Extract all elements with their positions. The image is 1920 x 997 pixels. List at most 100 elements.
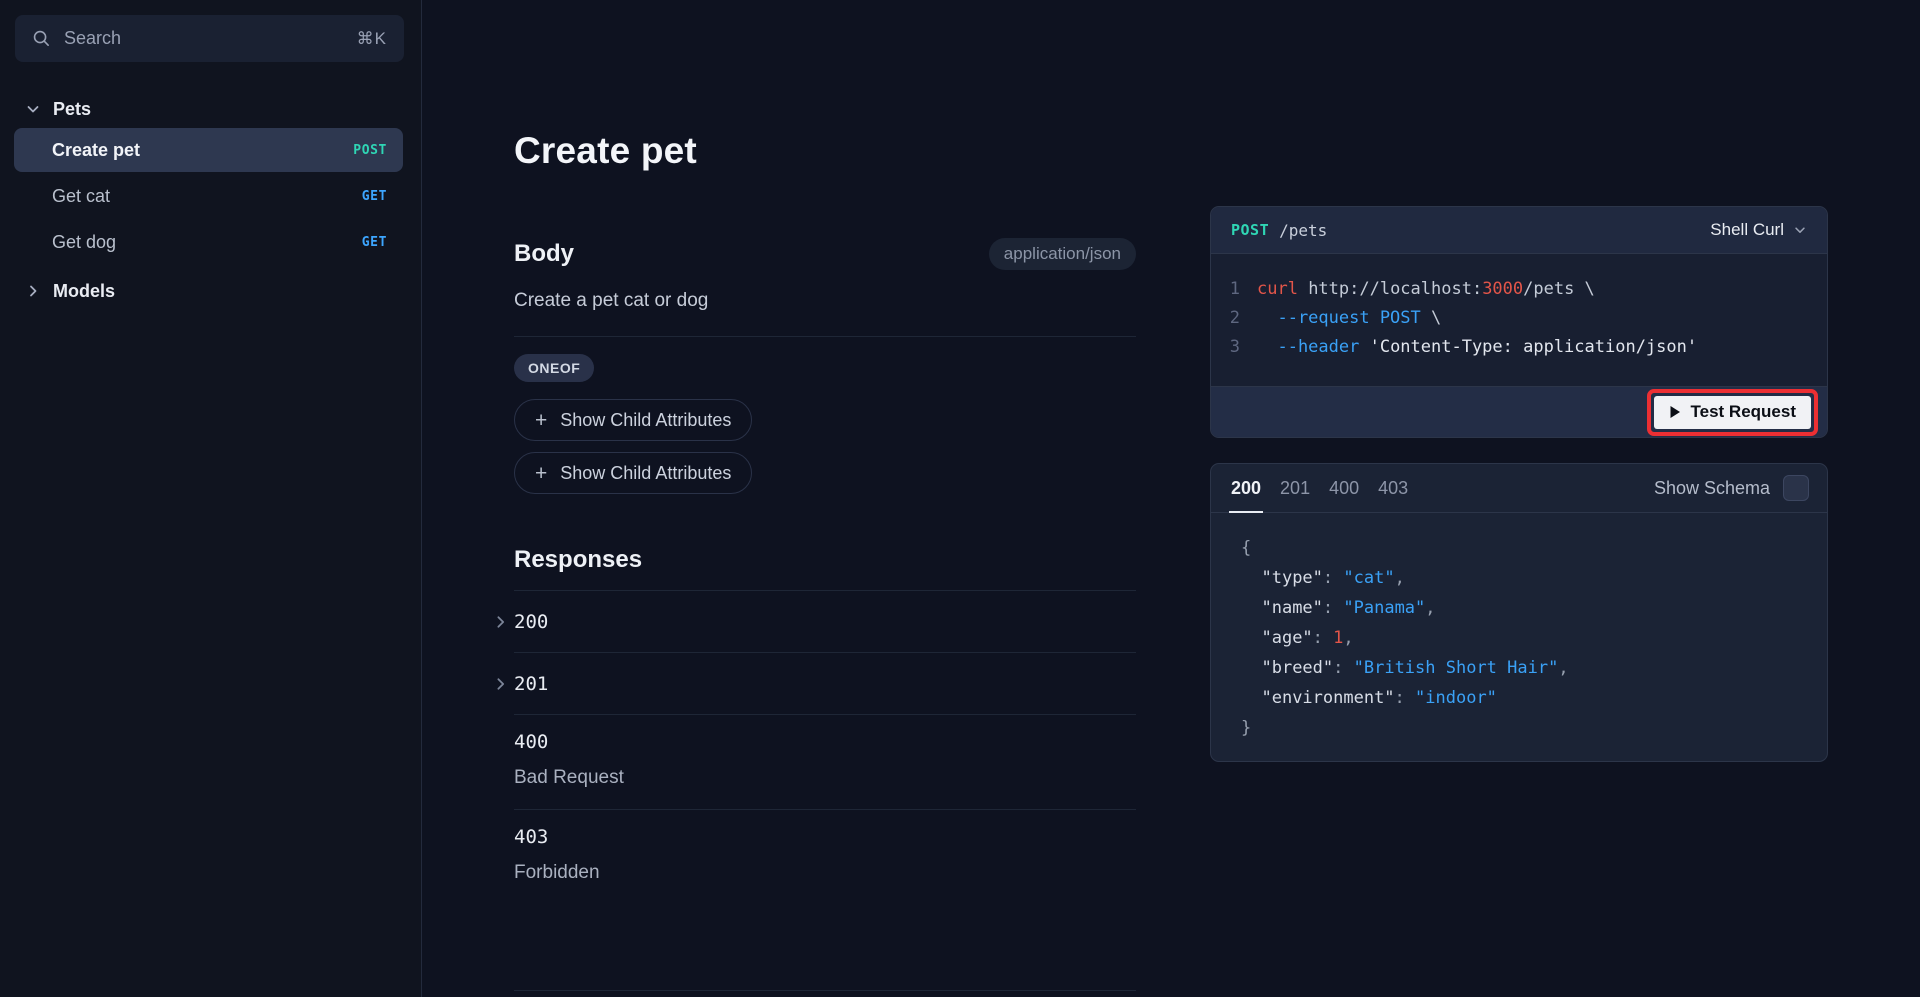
response-tab-200[interactable]: 200 bbox=[1229, 464, 1264, 513]
line-number: 2 bbox=[1229, 308, 1240, 328]
request-path: /pets bbox=[1279, 220, 1328, 240]
sidebar-item-label: Get dog bbox=[52, 231, 117, 252]
json-line: "name": "Panama", bbox=[1241, 593, 1827, 623]
json-token: : bbox=[1322, 568, 1344, 588]
json-line: "age": 1, bbox=[1241, 623, 1827, 653]
json-token bbox=[1241, 568, 1261, 588]
sidebar-item-create-pet[interactable]: Create pet POST bbox=[14, 128, 403, 172]
plus-icon: + bbox=[535, 461, 548, 485]
json-line: "environment": "indoor" bbox=[1241, 683, 1827, 713]
oneof-badge: ONEOF bbox=[514, 354, 595, 382]
json-token: : bbox=[1312, 628, 1334, 648]
response-tab-403[interactable]: 403 bbox=[1378, 477, 1409, 498]
code-token: --request POST bbox=[1257, 308, 1421, 328]
response-example-card: 200 201 400 403 Show Schema { "type": "cat",… bbox=[1210, 463, 1828, 762]
section-divider bbox=[514, 990, 1136, 991]
sidebar-group-pets[interactable]: Pets bbox=[14, 92, 403, 126]
request-method: POST bbox=[1231, 221, 1270, 239]
response-json: { "type": "cat", "name": "Panama", "age"… bbox=[1211, 513, 1827, 761]
response-block-400: 400 Bad Request bbox=[514, 715, 1136, 810]
code-token: \ bbox=[1420, 308, 1442, 328]
show-child-attributes-button[interactable]: + Show Child Attributes bbox=[514, 399, 753, 441]
responses-heading: Responses bbox=[514, 546, 643, 573]
request-card-footer: Test Request bbox=[1211, 386, 1827, 437]
sidebar-group-models[interactable]: Models bbox=[14, 274, 403, 308]
json-token: "breed" bbox=[1261, 658, 1334, 678]
code-lines: 1 curl http://localhost: 3000/pets \ 2 --re… bbox=[1211, 254, 1827, 386]
line-number: 3 bbox=[1229, 337, 1240, 357]
json-token bbox=[1241, 628, 1261, 648]
json-line: { bbox=[1241, 533, 1827, 563]
json-token bbox=[1241, 598, 1261, 618]
sidebar-nav: Pets Create pet POST Get cat GET Get dog GET Mo… bbox=[0, 92, 421, 308]
code-line: 2 --request POST \ bbox=[1211, 304, 1827, 333]
response-code: 200 bbox=[514, 610, 549, 633]
search-shortcut: ⌘K bbox=[356, 28, 387, 48]
play-icon bbox=[1669, 405, 1681, 419]
focus-highlight: Test Request bbox=[1646, 388, 1818, 436]
response-code: 400 bbox=[514, 731, 549, 753]
json-token: } bbox=[1241, 718, 1252, 738]
request-card-header: POST /pets Shell Curl bbox=[1211, 207, 1827, 254]
json-token: 1 bbox=[1333, 628, 1344, 648]
json-token: "Panama" bbox=[1343, 598, 1426, 618]
code-token: 'Content-Type: application/json' bbox=[1359, 337, 1698, 357]
json-token: "environment" bbox=[1261, 688, 1395, 708]
sidebar-group-label: Pets bbox=[53, 98, 92, 119]
json-token: , bbox=[1343, 628, 1354, 648]
response-description: Forbidden bbox=[514, 862, 600, 883]
chevron-down-icon bbox=[25, 101, 41, 117]
sidebar-item-label: Create pet bbox=[52, 139, 141, 160]
code-token: http://localhost: bbox=[1297, 279, 1483, 299]
body-description: Create a pet cat or dog bbox=[514, 290, 709, 311]
json-line: } bbox=[1241, 713, 1827, 743]
json-token: : bbox=[1333, 658, 1354, 678]
page-title: Create pet bbox=[514, 130, 697, 171]
response-row-200[interactable]: 200 bbox=[497, 591, 1136, 653]
response-block-403: 403 Forbidden bbox=[514, 810, 1136, 904]
response-tab-400[interactable]: 400 bbox=[1329, 477, 1360, 498]
body-heading: Body bbox=[514, 240, 574, 267]
response-list: 200 201 400 Bad Request 403 Forbidden bbox=[497, 590, 1136, 904]
code-token: 3000 bbox=[1482, 279, 1524, 299]
search-input[interactable]: Search ⌘K bbox=[15, 15, 404, 62]
json-token: "name" bbox=[1261, 598, 1323, 618]
json-token: "indoor" bbox=[1415, 688, 1497, 708]
json-token: "age" bbox=[1261, 628, 1313, 648]
show-schema-checkbox[interactable] bbox=[1783, 475, 1809, 501]
json-token: : bbox=[1322, 598, 1344, 618]
line-number: 1 bbox=[1229, 279, 1240, 299]
json-token bbox=[1241, 658, 1261, 678]
content-type-badge: application/json bbox=[988, 238, 1136, 270]
sidebar-item-label: Get cat bbox=[52, 185, 111, 206]
test-request-button[interactable]: Test Request bbox=[1653, 395, 1811, 429]
sidebar-group-label: Models bbox=[53, 280, 116, 301]
sidebar: Search ⌘K Pets Create pet POST Get cat GET Ge… bbox=[0, 0, 422, 997]
json-token: : bbox=[1394, 688, 1416, 708]
chevron-down-icon bbox=[1793, 223, 1807, 237]
json-token: "type" bbox=[1261, 568, 1323, 588]
code-line: 3 --header 'Content-Type: application/js… bbox=[1211, 333, 1827, 362]
response-code: 403 bbox=[514, 826, 549, 848]
show-schema-toggle: Show Schema bbox=[1654, 475, 1809, 501]
response-tab-201[interactable]: 201 bbox=[1280, 477, 1311, 498]
json-token: , bbox=[1558, 658, 1569, 678]
chevron-right-icon bbox=[492, 613, 509, 630]
code-line: 1 curl http://localhost: 3000/pets \ bbox=[1211, 275, 1827, 304]
response-code: 201 bbox=[514, 672, 549, 695]
json-token: "British Short Hair" bbox=[1353, 658, 1559, 678]
language-selector[interactable]: Shell Curl bbox=[1710, 220, 1807, 240]
response-row-201[interactable]: 201 bbox=[497, 653, 1136, 715]
json-line: "breed": "British Short Hair", bbox=[1241, 653, 1827, 683]
method-badge: GET bbox=[361, 234, 387, 250]
sidebar-item-get-dog[interactable]: Get dog GET bbox=[14, 220, 403, 264]
chevron-right-icon bbox=[25, 283, 41, 299]
method-badge: GET bbox=[361, 188, 387, 204]
show-child-attributes-button[interactable]: + Show Child Attributes bbox=[514, 452, 753, 494]
search-placeholder: Search bbox=[64, 28, 122, 48]
main-content: Create pet Body application/json Create … bbox=[497, 0, 1136, 904]
sidebar-item-get-cat[interactable]: Get cat GET bbox=[14, 174, 403, 218]
code-token: --header bbox=[1257, 337, 1360, 357]
json-token bbox=[1241, 688, 1261, 708]
plus-icon: + bbox=[535, 408, 548, 432]
